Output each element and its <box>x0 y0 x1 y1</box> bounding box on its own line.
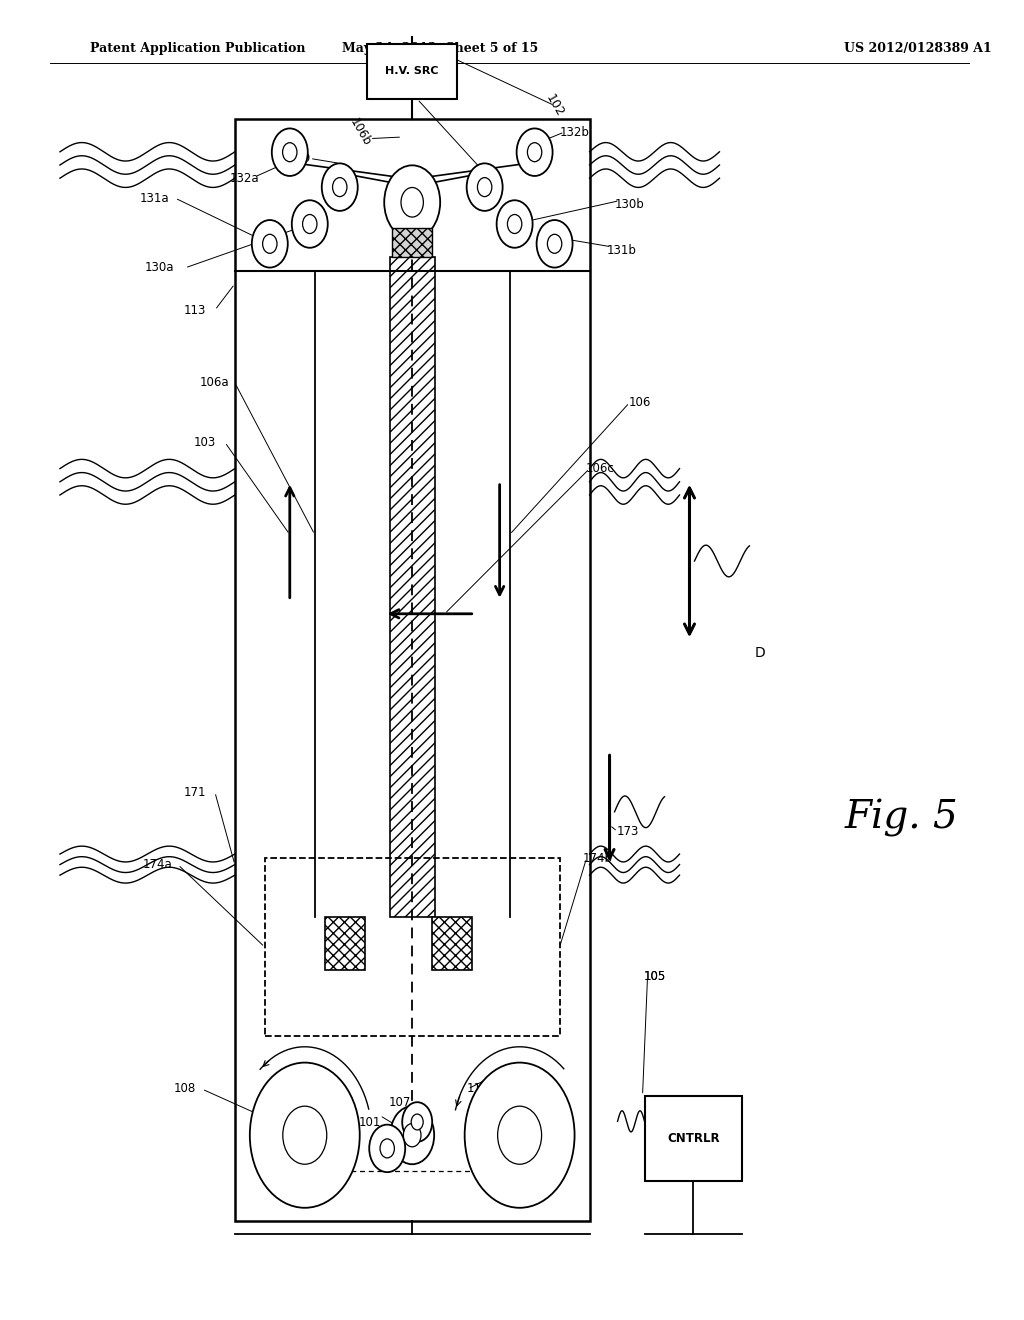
Text: 102: 102 <box>543 92 566 119</box>
Text: 130a: 130a <box>145 261 175 275</box>
Circle shape <box>250 1063 359 1208</box>
Circle shape <box>390 1106 434 1164</box>
Text: 131a: 131a <box>140 191 170 205</box>
Text: 107: 107 <box>388 1096 411 1109</box>
Text: Fig. 5: Fig. 5 <box>845 800 958 837</box>
Text: 106a: 106a <box>200 376 229 389</box>
Text: 106b: 106b <box>347 116 373 148</box>
Bar <box>325 917 365 970</box>
Circle shape <box>252 220 288 268</box>
Text: 110: 110 <box>467 1082 488 1096</box>
Text: 105: 105 <box>643 970 666 983</box>
Circle shape <box>380 1139 394 1158</box>
Text: 105: 105 <box>643 970 666 983</box>
Text: Patent Application Publication: Patent Application Publication <box>90 42 305 55</box>
Circle shape <box>401 187 423 216</box>
Circle shape <box>283 1106 327 1164</box>
Circle shape <box>370 1125 406 1172</box>
Text: 104: 104 <box>478 172 502 185</box>
Text: 101: 101 <box>358 1115 381 1129</box>
Circle shape <box>517 128 553 176</box>
Text: D: D <box>755 647 765 660</box>
Circle shape <box>498 1106 542 1164</box>
Text: 109: 109 <box>289 152 311 165</box>
Circle shape <box>477 178 492 197</box>
Text: H.V. SRC: H.V. SRC <box>385 66 439 77</box>
Circle shape <box>497 201 532 248</box>
Circle shape <box>283 143 297 162</box>
Circle shape <box>467 164 503 211</box>
Text: 130b: 130b <box>614 198 644 211</box>
Circle shape <box>403 1123 421 1147</box>
Bar <box>390 257 434 917</box>
Circle shape <box>527 143 542 162</box>
Circle shape <box>322 164 357 211</box>
Text: 108: 108 <box>174 1082 196 1096</box>
Text: 131b: 131b <box>606 244 637 257</box>
Circle shape <box>302 215 317 234</box>
Circle shape <box>402 1102 432 1142</box>
Bar <box>368 44 457 99</box>
Text: 113: 113 <box>183 304 206 317</box>
Circle shape <box>333 178 347 197</box>
Text: 103: 103 <box>194 436 216 449</box>
Circle shape <box>537 220 572 268</box>
Circle shape <box>262 235 278 253</box>
Circle shape <box>508 215 522 234</box>
Bar <box>644 1096 742 1181</box>
Text: US 2012/0128389 A1: US 2012/0128389 A1 <box>845 42 992 55</box>
Bar <box>234 119 590 1221</box>
Text: 174a: 174a <box>143 858 173 871</box>
Text: CNTRLR: CNTRLR <box>668 1133 720 1144</box>
Text: 132a: 132a <box>230 172 260 185</box>
Text: 106: 106 <box>629 396 650 409</box>
Circle shape <box>465 1063 574 1208</box>
Bar <box>265 858 559 1036</box>
Bar <box>432 917 472 970</box>
Circle shape <box>384 165 440 239</box>
Circle shape <box>271 128 308 176</box>
Bar <box>392 228 432 257</box>
Text: May 24, 2012  Sheet 5 of 15: May 24, 2012 Sheet 5 of 15 <box>342 42 538 55</box>
Text: 132b: 132b <box>560 125 590 139</box>
Circle shape <box>292 201 328 248</box>
Circle shape <box>412 1114 423 1130</box>
Text: 173: 173 <box>616 825 639 838</box>
Text: 171: 171 <box>183 785 206 799</box>
Text: 106c: 106c <box>585 462 614 475</box>
Circle shape <box>548 235 562 253</box>
Text: 174b: 174b <box>583 851 612 865</box>
